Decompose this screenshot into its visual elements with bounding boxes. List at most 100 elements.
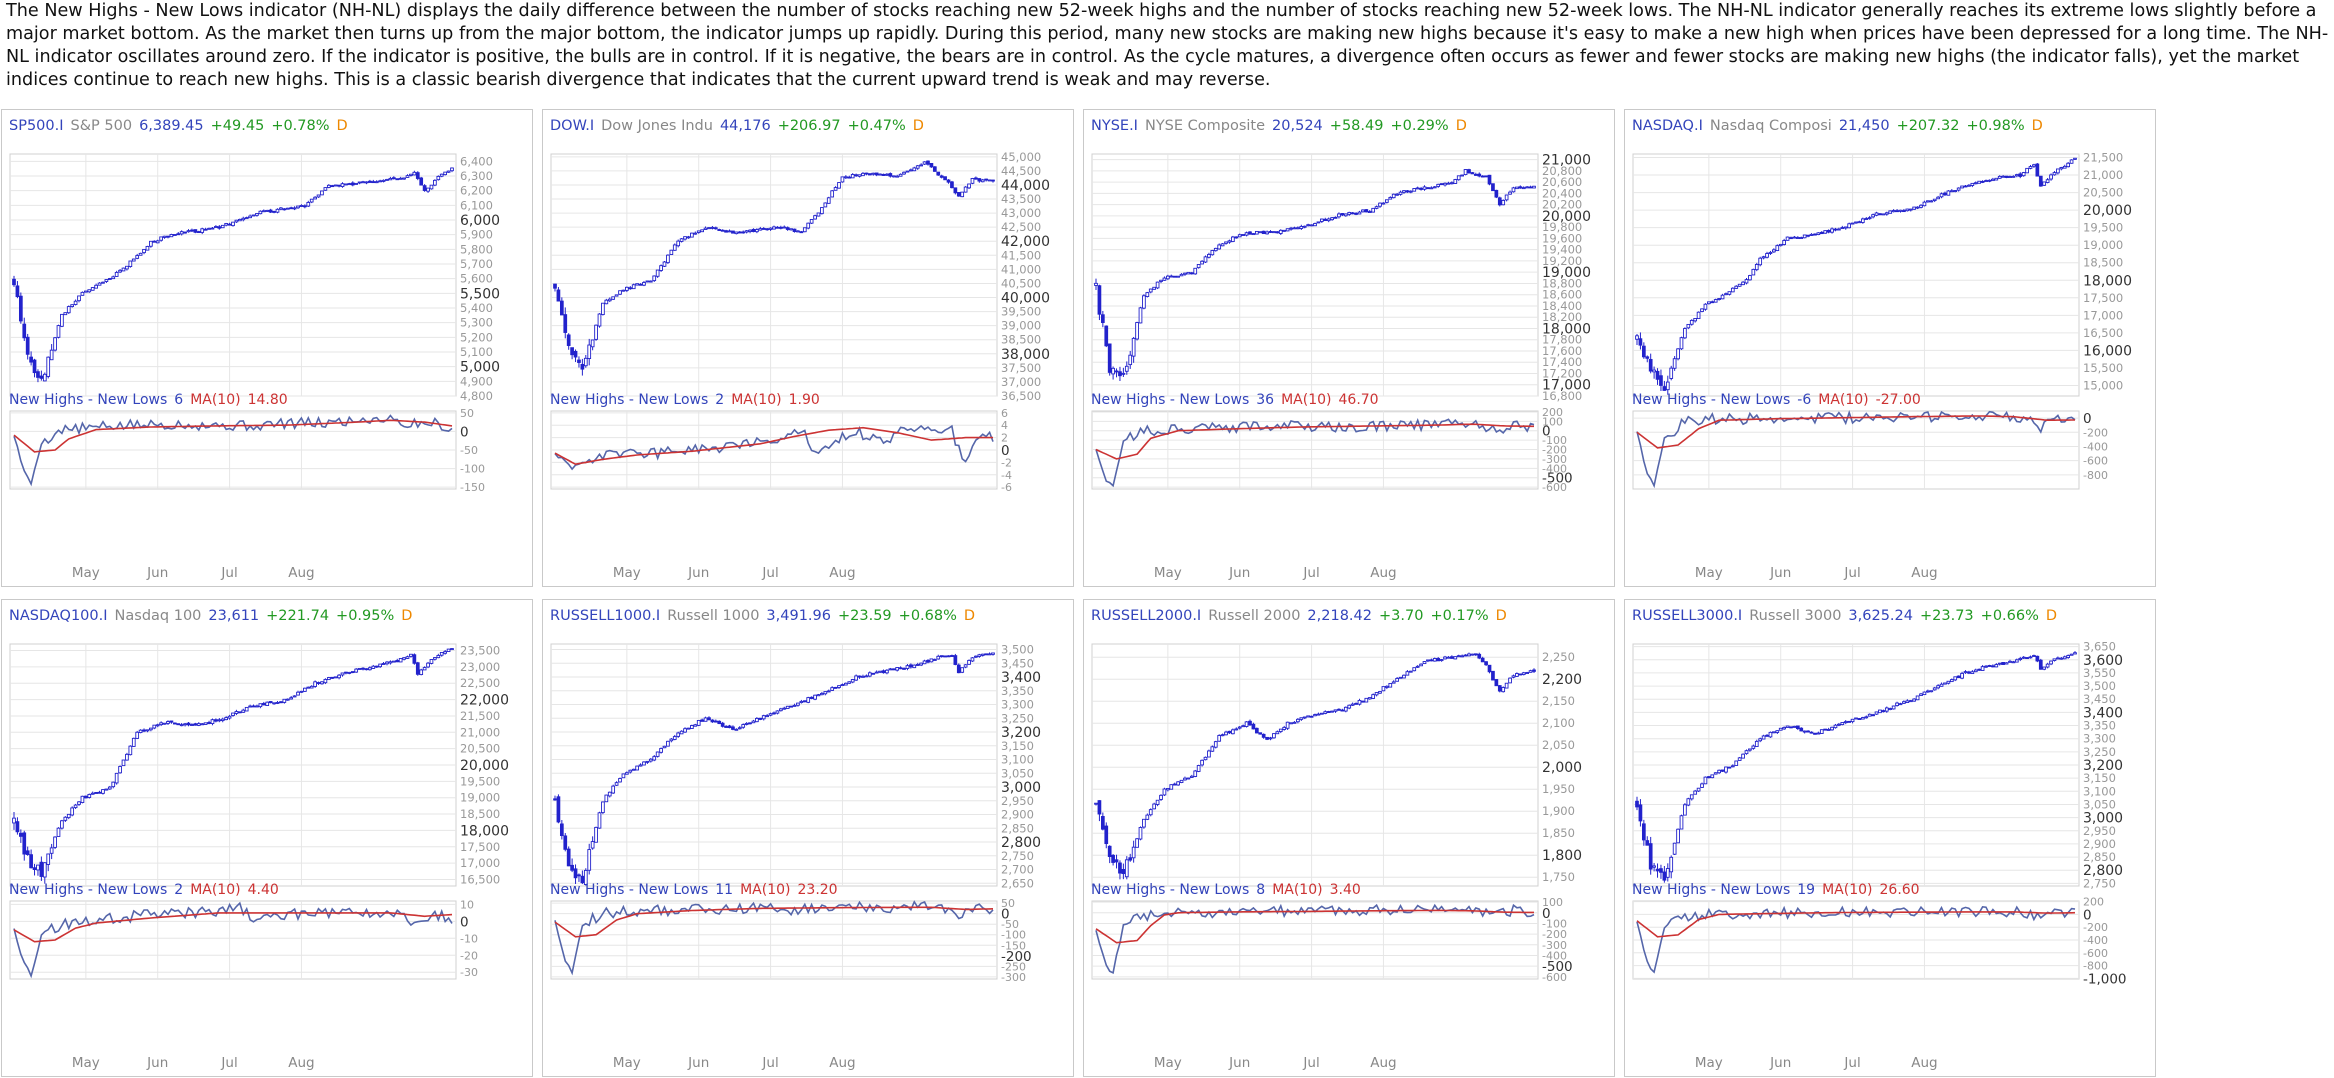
- ma-value-label: 3.40: [1330, 882, 1361, 898]
- price-candle: [1148, 288, 1153, 294]
- price-candle: [1778, 243, 1783, 247]
- price-tick-label: 3,200: [1001, 725, 1041, 741]
- price-candle: [1679, 814, 1684, 830]
- ma-line: [1095, 909, 1534, 944]
- price-tick-label: 18,200: [1542, 310, 1582, 324]
- index-name-label: Dow Jones Indu: [601, 118, 713, 134]
- price-candle: [1443, 182, 1447, 187]
- price-candle: [1159, 279, 1163, 284]
- price-candle: [1398, 676, 1403, 679]
- price-candle: [1114, 854, 1119, 869]
- chart-svg: NASDAQ100.I Nasdaq 100 23,611 +221.74 +0.95%…: [9, 608, 509, 1071]
- price-tick-label: 2,950: [2083, 824, 2116, 838]
- price-candle: [1357, 210, 1362, 215]
- price-candle: [717, 720, 722, 725]
- price-candle: [556, 287, 561, 302]
- price-tick-label: 2,000: [1542, 760, 1582, 776]
- price-candle: [888, 172, 893, 178]
- price-candle: [1833, 227, 1838, 232]
- price-candle: [974, 176, 978, 180]
- indicator-name-label: New Highs - New Lows: [550, 882, 708, 898]
- price-candle: [960, 191, 965, 198]
- price-candle: [2049, 660, 2053, 666]
- price-candle: [114, 772, 119, 785]
- price-plot-area: [1091, 643, 1539, 887]
- price-candle: [1272, 733, 1276, 739]
- price-candle: [1785, 725, 1790, 728]
- price-candle: [1446, 181, 1451, 185]
- ma-line: [13, 912, 453, 943]
- change-pct-label: +0.95%: [336, 608, 394, 624]
- price-candle: [1891, 705, 1896, 710]
- price-candle: [1172, 275, 1177, 278]
- change-pct-label: +0.29%: [1390, 118, 1448, 134]
- price-candle: [1919, 692, 1923, 697]
- price-candle: [1939, 682, 1944, 687]
- price-candle: [1991, 177, 1995, 182]
- price-candle: [361, 180, 365, 184]
- price-candle: [1689, 794, 1694, 801]
- price-candle: [251, 214, 256, 217]
- indicator-value-label: 36: [1256, 392, 1274, 408]
- price-tick-label: 1,850: [1542, 826, 1575, 840]
- price-candle: [731, 230, 735, 234]
- price-candle: [2004, 175, 2009, 179]
- price-candle: [131, 258, 136, 262]
- price-tick-label: 20,800: [1542, 164, 1582, 178]
- price-candle: [104, 279, 109, 283]
- price-candle: [381, 179, 386, 183]
- price-candle: [1155, 799, 1160, 807]
- price-candle: [751, 228, 756, 233]
- price-candle: [97, 282, 102, 286]
- price-candle: [1118, 860, 1122, 880]
- price-tick-label: 2,100: [1542, 716, 1575, 730]
- price-candle: [1874, 211, 1879, 217]
- price-candle: [1936, 195, 1940, 200]
- price-candle: [149, 727, 153, 732]
- price-candle: [761, 714, 766, 721]
- price-candle: [1511, 674, 1516, 679]
- price-candle: [1871, 213, 1875, 219]
- price-candle: [1768, 731, 1773, 738]
- price-candle: [720, 721, 725, 728]
- indicator-header: New Highs - New Lows 6 MA(10) 14.80: [9, 392, 288, 408]
- chart-header: NYSE.I NYSE Composite 20,524 +58.49 +0.29% D: [1091, 118, 1467, 134]
- price-candle: [94, 792, 98, 794]
- price-candle: [1782, 238, 1786, 246]
- price-candle: [1491, 183, 1495, 192]
- price-candle: [1744, 749, 1749, 755]
- price-candle: [802, 227, 807, 233]
- price-candle: [1994, 177, 1999, 181]
- chart-svg: DOW.I Dow Jones Indu 44,176 +206.97 +0.47% D 4…: [550, 118, 1050, 581]
- price-candle: [1659, 864, 1663, 879]
- price-candle: [272, 702, 276, 705]
- price-candle: [1193, 769, 1198, 778]
- price-candle: [1813, 233, 1817, 236]
- price-candle: [693, 723, 698, 727]
- price-candle: [1792, 725, 1797, 728]
- price-candle: [1251, 722, 1256, 730]
- last-price-label: 23,611: [208, 608, 259, 624]
- price-candle: [755, 717, 759, 723]
- indicator-tick-label: -200: [2083, 426, 2108, 439]
- price-candle: [778, 707, 783, 712]
- price-candle: [186, 229, 191, 233]
- price-candle: [1224, 730, 1228, 736]
- price-candle: [939, 655, 944, 658]
- price-tick-label: 3,300: [1001, 698, 1034, 712]
- indicator-header: New Highs - New Lows 2 MA(10) 1.90: [550, 392, 820, 408]
- price-candle: [1497, 196, 1502, 207]
- price-candle: [590, 339, 595, 351]
- price-candle: [56, 324, 61, 339]
- price-candle: [844, 175, 848, 180]
- price-candle: [580, 358, 585, 376]
- price-candle: [1652, 366, 1656, 379]
- price-candle: [833, 686, 838, 689]
- price-candle: [258, 210, 263, 215]
- price-candle: [2008, 659, 2012, 663]
- price-candle: [344, 183, 348, 186]
- price-candle: [1111, 854, 1115, 866]
- price-candle: [354, 668, 359, 673]
- price-candle: [1775, 730, 1780, 735]
- price-candle: [60, 313, 64, 328]
